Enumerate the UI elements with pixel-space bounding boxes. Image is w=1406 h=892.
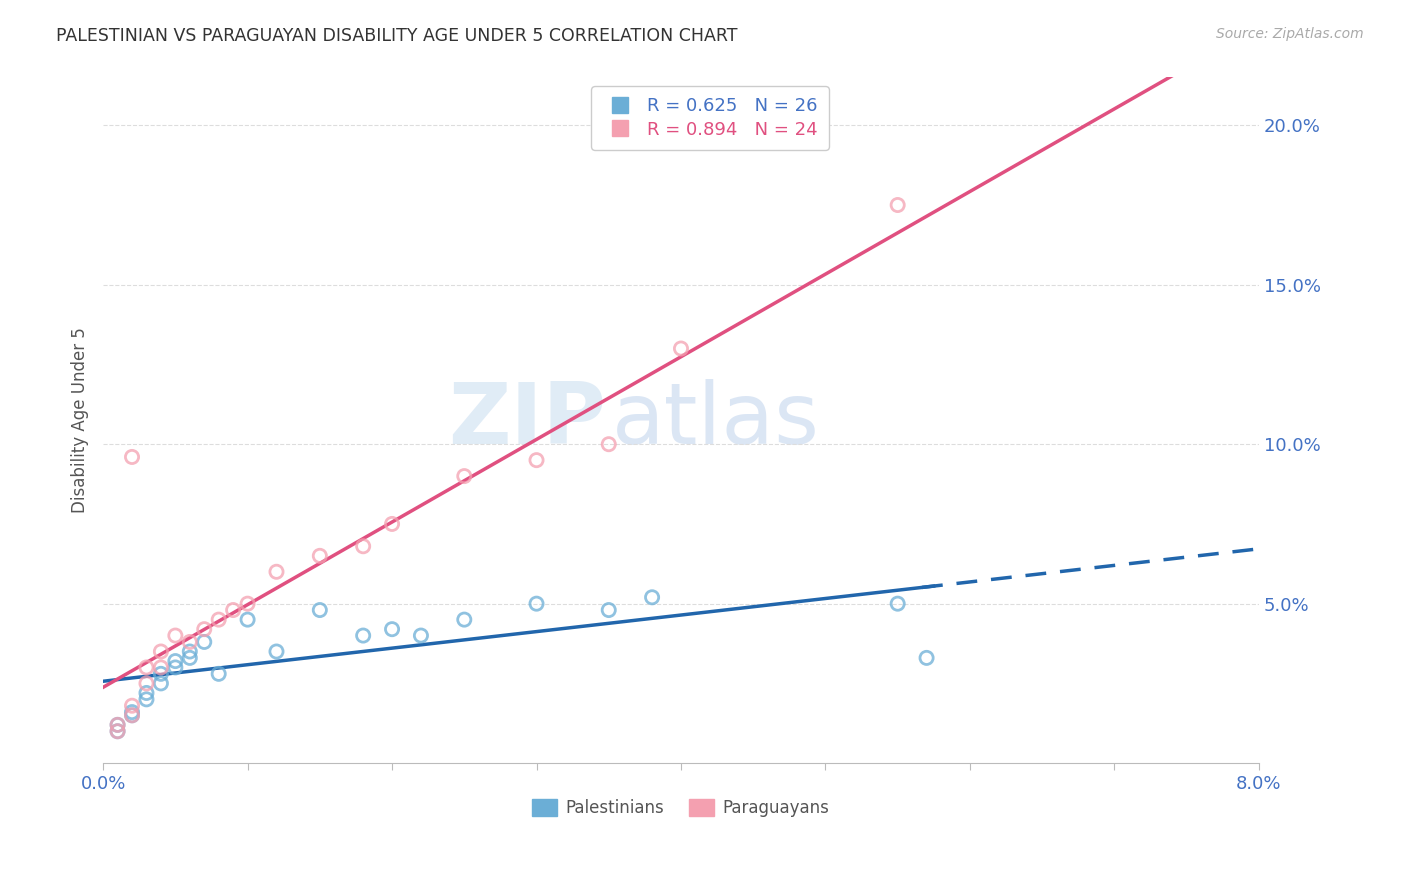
Point (886, 597, 908, 611)
Point (135, 686, 157, 700)
Point (526, 453, 548, 467)
Point (453, 613, 475, 627)
Point (107, 724, 129, 739)
Y-axis label: Disability Age Under 5: Disability Age Under 5 (72, 327, 89, 513)
Point (526, 597, 548, 611)
Point (149, 660, 172, 674)
Point (179, 644, 201, 658)
Point (149, 644, 172, 658)
Point (208, 613, 231, 627)
Text: ZIP: ZIP (449, 379, 606, 462)
Text: atlas: atlas (612, 379, 820, 462)
Point (107, 718, 129, 732)
Point (121, 698, 143, 713)
Point (121, 705, 143, 719)
Point (208, 666, 231, 681)
Point (135, 676, 157, 690)
Point (915, 651, 938, 665)
Point (193, 635, 215, 649)
Point (149, 666, 172, 681)
Point (193, 622, 215, 636)
Point (453, 469, 475, 483)
Point (409, 629, 432, 643)
Point (598, 603, 620, 617)
Point (598, 437, 620, 451)
Point (107, 718, 129, 732)
Point (352, 539, 374, 553)
Point (165, 654, 187, 668)
Point (381, 516, 404, 531)
Point (352, 629, 374, 643)
Point (236, 597, 259, 611)
Point (308, 549, 330, 563)
Point (308, 603, 330, 617)
Text: Source: ZipAtlas.com: Source: ZipAtlas.com (1216, 27, 1364, 41)
Point (381, 622, 404, 636)
Point (886, 198, 908, 212)
Point (266, 565, 288, 579)
Point (165, 660, 187, 674)
Point (266, 644, 288, 658)
Legend: Palestinians, Paraguayans: Palestinians, Paraguayans (526, 792, 837, 823)
Point (121, 708, 143, 723)
Point (179, 651, 201, 665)
Point (149, 676, 172, 690)
Point (669, 342, 692, 356)
Point (121, 450, 143, 464)
Point (236, 613, 259, 627)
Point (179, 635, 201, 649)
Text: PALESTINIAN VS PARAGUAYAN DISABILITY AGE UNDER 5 CORRELATION CHART: PALESTINIAN VS PARAGUAYAN DISABILITY AGE… (56, 27, 738, 45)
Point (121, 708, 143, 723)
Point (135, 660, 157, 674)
Point (135, 692, 157, 706)
Point (641, 591, 664, 605)
Point (165, 629, 187, 643)
Point (222, 603, 245, 617)
Point (107, 724, 129, 739)
